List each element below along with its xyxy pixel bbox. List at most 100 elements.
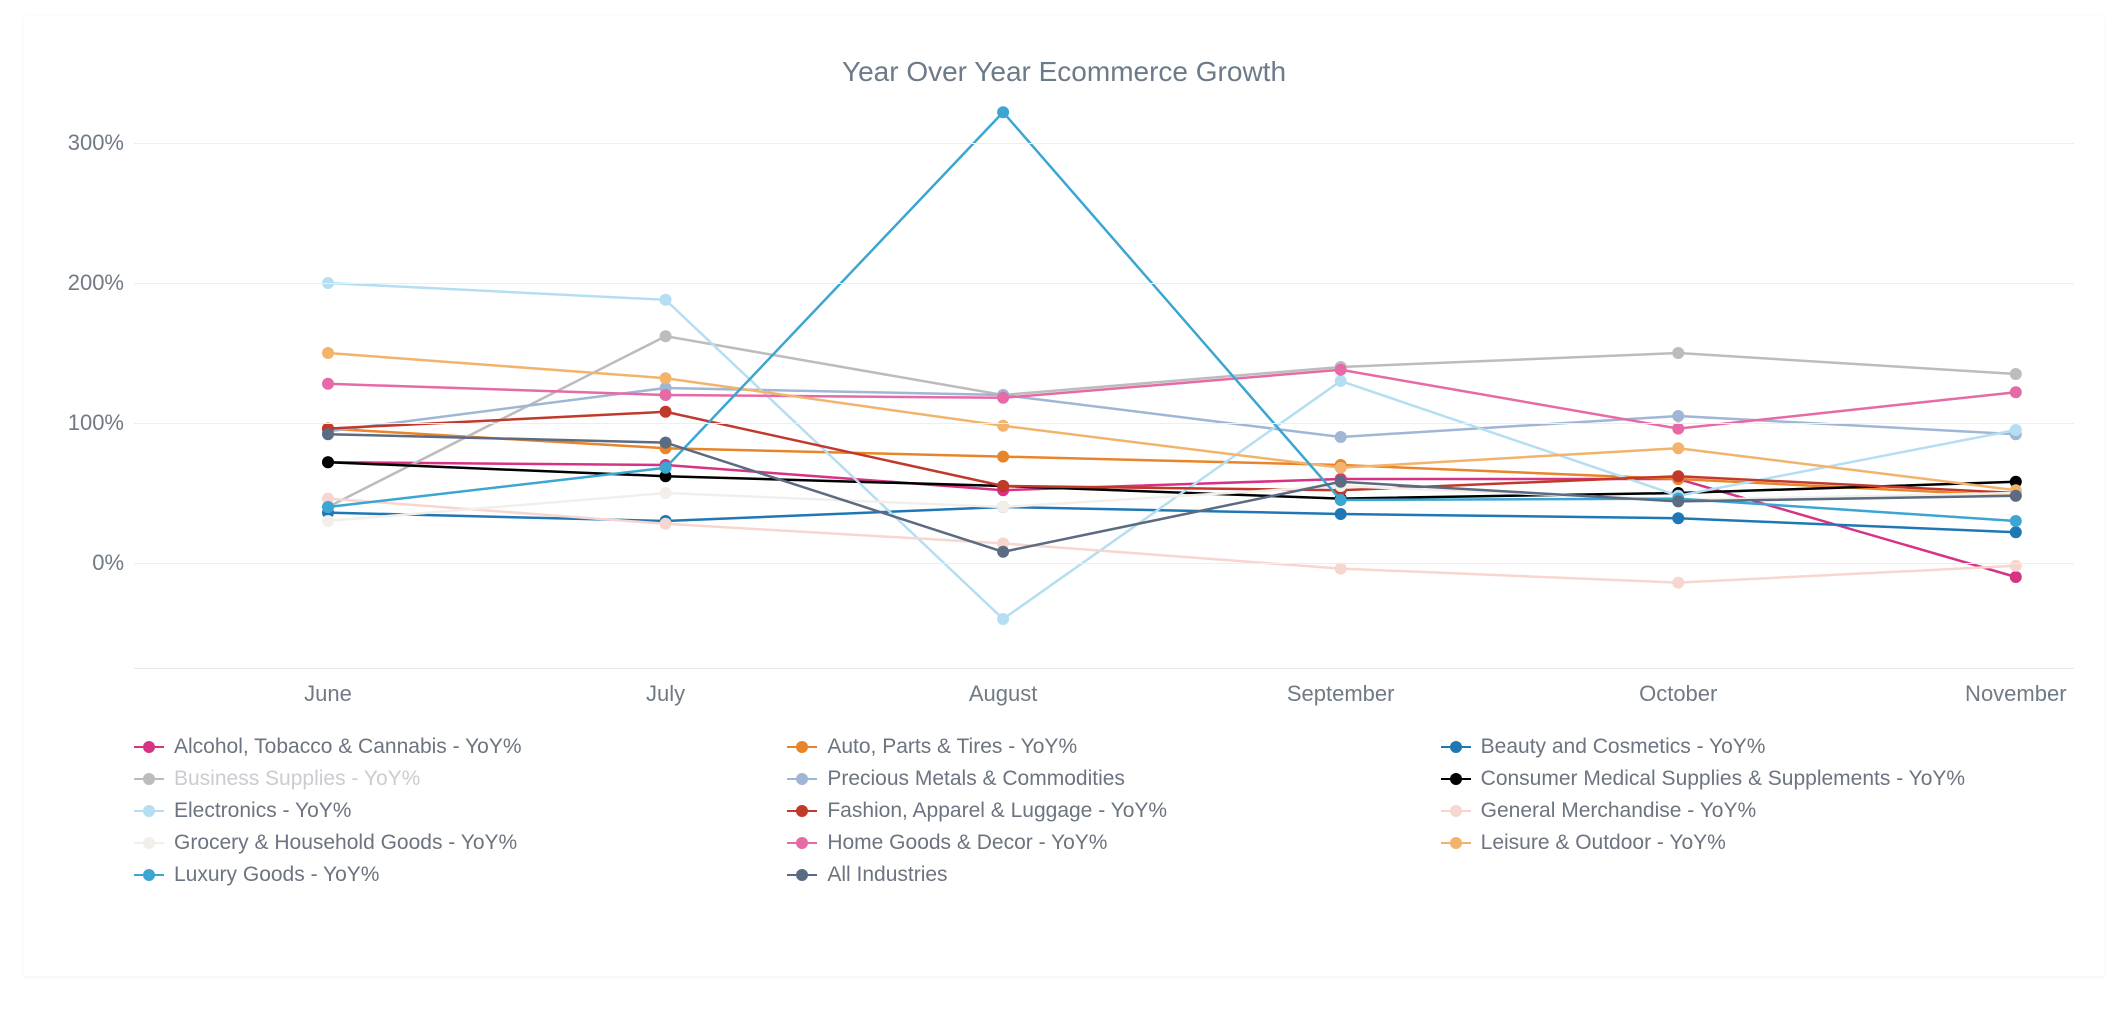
series-marker	[322, 456, 334, 468]
series-marker	[660, 487, 672, 499]
legend-item[interactable]: All Industries	[787, 863, 1420, 887]
legend-label: Fashion, Apparel & Luggage - YoY%	[827, 799, 1167, 823]
legend-label: General Merchandise - YoY%	[1481, 799, 1757, 823]
series-line	[328, 388, 2016, 437]
chart-lines-layer	[134, 108, 2074, 668]
legend-marker	[134, 868, 164, 882]
series-marker	[1672, 495, 1684, 507]
series-marker	[1335, 364, 1347, 376]
legend-marker	[134, 836, 164, 850]
legend-marker	[134, 804, 164, 818]
legend-marker	[787, 740, 817, 754]
series-line	[328, 283, 2016, 619]
series-marker	[997, 451, 1009, 463]
x-axis-label: July	[646, 681, 685, 707]
legend: Alcohol, Tobacco & Cannabis - YoY% Auto, …	[134, 735, 2074, 887]
legend-marker	[134, 772, 164, 786]
series-marker	[322, 378, 334, 390]
gridline	[134, 423, 2074, 424]
legend-item[interactable]: Electronics - YoY%	[134, 799, 767, 823]
legend-label: All Industries	[827, 863, 947, 887]
series-marker	[2010, 515, 2022, 527]
series-marker	[2010, 424, 2022, 436]
series-marker	[660, 518, 672, 530]
x-axis-label: November	[1965, 681, 2066, 707]
series-marker	[2010, 526, 2022, 538]
legend-label: Electronics - YoY%	[174, 799, 351, 823]
series-marker	[1335, 462, 1347, 474]
series-line	[328, 507, 2016, 532]
series-marker	[322, 347, 334, 359]
series-marker	[2010, 490, 2022, 502]
series-marker	[997, 106, 1009, 118]
series-marker	[2010, 368, 2022, 380]
legend-label: Home Goods & Decor - YoY%	[827, 831, 1107, 855]
x-axis-label: August	[969, 681, 1038, 707]
series-marker	[997, 420, 1009, 432]
legend-item[interactable]: Beauty and Cosmetics - YoY%	[1441, 735, 2074, 759]
legend-label: Grocery & Household Goods - YoY%	[174, 831, 517, 855]
legend-label: Alcohol, Tobacco & Cannabis - YoY%	[174, 735, 522, 759]
gridline	[134, 283, 2074, 284]
series-marker	[1335, 476, 1347, 488]
legend-item[interactable]: Consumer Medical Supplies & Supplements …	[1441, 767, 2074, 791]
legend-item[interactable]: Precious Metals & Commodities	[787, 767, 1420, 791]
legend-marker	[134, 740, 164, 754]
legend-item[interactable]: Home Goods & Decor - YoY%	[787, 831, 1420, 855]
legend-label: Leisure & Outdoor - YoY%	[1481, 831, 1726, 855]
x-axis-label: June	[304, 681, 352, 707]
plot-area: 0%100%200%300%	[134, 108, 2074, 669]
series-marker	[1672, 512, 1684, 524]
legend-item[interactable]: General Merchandise - YoY%	[1441, 799, 2074, 823]
x-axis-label: September	[1287, 681, 1395, 707]
series-marker	[2010, 386, 2022, 398]
series-marker	[660, 389, 672, 401]
series-marker	[997, 480, 1009, 492]
legend-marker	[1441, 740, 1471, 754]
x-axis: JuneJulyAugustSeptemberOctoberNovember	[134, 669, 2074, 709]
series-marker	[660, 294, 672, 306]
legend-marker	[787, 836, 817, 850]
legend-item[interactable]: Leisure & Outdoor - YoY%	[1441, 831, 2074, 855]
legend-marker	[787, 868, 817, 882]
series-marker	[660, 437, 672, 449]
series-marker	[1672, 410, 1684, 422]
y-axis-label: 0%	[54, 550, 124, 576]
gridline	[134, 563, 2074, 564]
series-marker	[1672, 470, 1684, 482]
y-axis-label: 200%	[54, 270, 124, 296]
series-marker	[1672, 423, 1684, 435]
series-marker	[660, 330, 672, 342]
gridline	[134, 143, 2074, 144]
legend-label: Auto, Parts & Tires - YoY%	[827, 735, 1077, 759]
legend-marker	[787, 804, 817, 818]
series-marker	[1335, 375, 1347, 387]
series-marker	[2010, 560, 2022, 572]
legend-label: Beauty and Cosmetics - YoY%	[1481, 735, 1766, 759]
series-marker	[660, 462, 672, 474]
legend-marker	[1441, 804, 1471, 818]
series-marker	[2010, 571, 2022, 583]
legend-item[interactable]: Luxury Goods - YoY%	[134, 863, 767, 887]
series-marker	[1335, 431, 1347, 443]
series-marker	[1672, 577, 1684, 589]
legend-label: Luxury Goods - YoY%	[174, 863, 379, 887]
legend-item[interactable]: Alcohol, Tobacco & Cannabis - YoY%	[134, 735, 767, 759]
series-marker	[997, 546, 1009, 558]
legend-item[interactable]: Fashion, Apparel & Luggage - YoY%	[787, 799, 1420, 823]
series-marker	[322, 515, 334, 527]
legend-item[interactable]: Auto, Parts & Tires - YoY%	[787, 735, 1420, 759]
series-marker	[1335, 508, 1347, 520]
series-marker	[997, 613, 1009, 625]
series-marker	[322, 428, 334, 440]
legend-label: Consumer Medical Supplies & Supplements …	[1481, 767, 1965, 791]
series-marker	[1672, 442, 1684, 454]
legend-marker	[1441, 772, 1471, 786]
legend-item[interactable]: Business Supplies - YoY%	[134, 767, 767, 791]
series-marker	[997, 501, 1009, 513]
series-marker	[322, 501, 334, 513]
legend-label: Business Supplies - YoY%	[174, 767, 420, 791]
y-axis-label: 100%	[54, 410, 124, 436]
legend-item[interactable]: Grocery & Household Goods - YoY%	[134, 831, 767, 855]
series-marker	[660, 406, 672, 418]
